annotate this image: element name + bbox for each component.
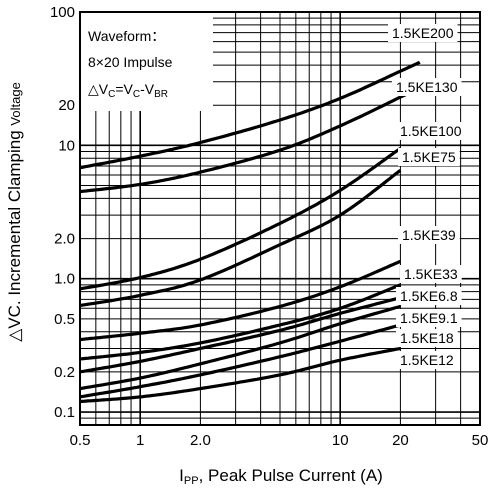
- annotation-line-1: Waveform：: [88, 28, 165, 44]
- series-line-5: [79, 283, 402, 361]
- x-tick-label: 1: [136, 432, 144, 449]
- series-line-3: [79, 169, 402, 308]
- series-label-7: 1.5KE9.1: [396, 309, 462, 327]
- series-label-bg: [400, 265, 462, 283]
- annotation-box: Waveform： 8×20 Impulse △VC=VC-VBR: [81, 13, 213, 111]
- series-line-0: [79, 60, 421, 170]
- series-label-bg: [398, 226, 460, 244]
- series-line-8: [79, 323, 401, 399]
- series-label-1: 1.5KE130: [392, 78, 462, 96]
- series-label-text: 1.5KE100: [400, 123, 462, 139]
- y-tick-label: 1.0: [54, 271, 75, 288]
- y-tick-label: 0.2: [54, 364, 75, 381]
- y-tick-label: 0.5: [54, 311, 75, 328]
- x-tick-label: 50: [472, 432, 489, 449]
- plot-frame: [79, 11, 481, 426]
- series-label-2: 1.5KE100: [396, 122, 466, 140]
- series-label-text: 1.5KE200: [392, 25, 454, 41]
- series-label-bg: [396, 329, 458, 347]
- x-tick-label: 0.5: [70, 432, 91, 449]
- series-label-bg: [396, 351, 458, 369]
- series-label-8: 1.5KE18: [396, 329, 458, 347]
- series-label-bg: [396, 309, 462, 327]
- x-tick-label: 2.0: [190, 432, 211, 449]
- series-label-9: 1.5KE12: [396, 351, 458, 369]
- series-label-bg: [388, 24, 458, 42]
- annotation-line-2: 8×20 Impulse: [88, 54, 173, 70]
- y-tick-label: 10: [58, 137, 75, 154]
- series-label-text: 1.5KE75: [402, 149, 456, 165]
- series-labels: 1.5KE200 1.5KE130 1.5KE100 1.5KE75 1.5KE39 1.…: [388, 24, 466, 369]
- series-line-1: [79, 86, 421, 194]
- y-tick-label: 20: [58, 97, 75, 114]
- series-line-7: [79, 304, 401, 391]
- x-tick-labels: 0.5 1 2.0 10 20 50: [70, 432, 489, 449]
- series-label-bg: [392, 78, 462, 96]
- x-axis-label: IPP, Peak Pulse Current (A): [179, 466, 383, 487]
- y-tick-labels: 0.1 0.2 0.5 1.0 2.0 10 20 100: [50, 4, 75, 421]
- series-label-bg: [398, 148, 460, 166]
- series-lines: [79, 60, 421, 404]
- y-tick-label: 0.1: [54, 404, 75, 421]
- y-tick-label: 100: [50, 4, 75, 21]
- series-label-text: 1.5KE33: [404, 266, 458, 282]
- x-tick-label: 10: [332, 432, 349, 449]
- series-label-4: 1.5KE39: [398, 226, 460, 244]
- series-label-text: 1.5KE130: [396, 79, 458, 95]
- series-label-0: 1.5KE200: [388, 24, 458, 42]
- x-tick-label: 20: [392, 432, 409, 449]
- annotation-line-3: △VC=VC-VBR: [88, 81, 168, 100]
- series-label-text: 1.5KE9.1: [400, 310, 458, 326]
- series-label-text: 1.5KE18: [400, 330, 454, 346]
- series-line-6: [79, 296, 401, 374]
- series-label-6: 1.5KE6.8: [396, 287, 462, 305]
- series-label-text: 1.5KE39: [402, 227, 456, 243]
- y-tick-label: 2.0: [54, 231, 75, 248]
- series-label-bg: [396, 122, 466, 140]
- y-axis-label: △VC. Incremental Clamping Voltage: [5, 82, 24, 342]
- series-line-4: [79, 259, 402, 342]
- series-label-3: 1.5KE75: [398, 148, 460, 166]
- series-label-text: 1.5KE12: [400, 352, 454, 368]
- series-label-text: 1.5KE6.8: [400, 288, 458, 304]
- series-label-bg: [396, 287, 462, 305]
- series-line-9: [79, 346, 401, 404]
- annotation-bg: [81, 13, 213, 111]
- series-label-5: 1.5KE33: [400, 265, 462, 283]
- series-line-2: [79, 147, 402, 291]
